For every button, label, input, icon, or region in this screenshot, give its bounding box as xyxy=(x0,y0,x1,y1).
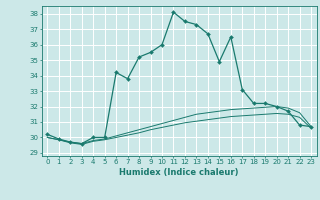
X-axis label: Humidex (Indice chaleur): Humidex (Indice chaleur) xyxy=(119,168,239,177)
